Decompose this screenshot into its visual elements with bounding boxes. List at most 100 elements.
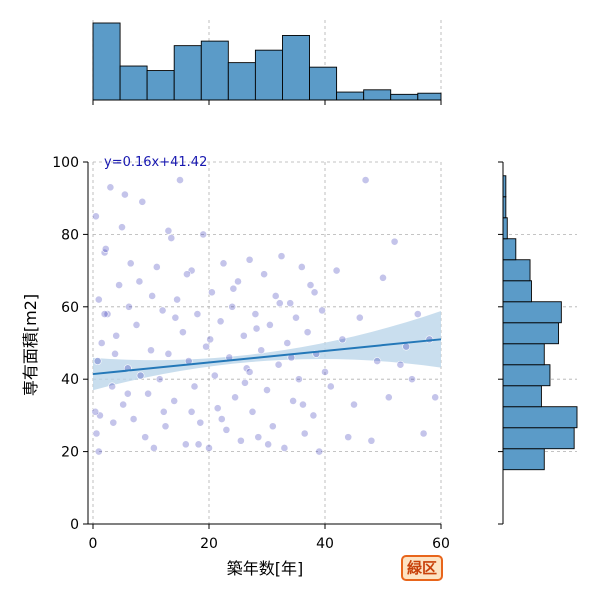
y-hist-bar bbox=[502, 364, 551, 387]
scatter-point bbox=[152, 263, 161, 271]
scatter-point bbox=[164, 349, 173, 358]
y-hist-bar bbox=[502, 301, 562, 324]
scatter-point bbox=[129, 415, 138, 423]
scatter-point bbox=[263, 386, 271, 394]
scatter-point bbox=[206, 335, 215, 344]
scatter-point bbox=[213, 404, 222, 413]
regression-equation: y=0.16x+41.42 bbox=[104, 155, 207, 170]
scatter-point bbox=[92, 429, 101, 438]
scatter-point bbox=[300, 429, 309, 438]
scatter-point bbox=[161, 422, 170, 431]
scatter-point bbox=[283, 339, 292, 347]
x-marginal-histogram bbox=[92, 20, 442, 105]
scatter-point bbox=[167, 234, 176, 242]
scatter-point bbox=[318, 306, 326, 315]
x-hist-bar bbox=[146, 70, 175, 101]
y-hist-bar bbox=[502, 259, 531, 282]
scatter-point bbox=[144, 389, 152, 398]
scatter-point bbox=[210, 371, 219, 380]
scatter-point bbox=[94, 447, 103, 456]
scatter-point bbox=[136, 371, 145, 380]
scatter-point bbox=[149, 444, 158, 452]
ward-badge: 緑区 bbox=[401, 555, 443, 581]
y-axis-label: 専有面積[m2] bbox=[21, 294, 40, 396]
scatter-point bbox=[297, 263, 306, 271]
scatter-point bbox=[228, 302, 237, 311]
y-tick-label: 0 bbox=[70, 517, 79, 533]
scatter-point bbox=[350, 400, 358, 409]
scatter-point bbox=[264, 440, 273, 449]
scatter-point bbox=[355, 313, 364, 322]
scatter-point bbox=[239, 331, 248, 340]
scatter-point bbox=[280, 444, 289, 452]
scatter-point bbox=[183, 270, 191, 279]
y-hist-bar bbox=[502, 343, 545, 366]
y-hist-bar bbox=[502, 385, 542, 408]
scatter-point bbox=[111, 349, 119, 358]
x-hist-bar bbox=[390, 93, 419, 101]
scatter-point bbox=[155, 375, 164, 384]
scatter-point bbox=[390, 237, 399, 246]
x-hist-bar bbox=[200, 40, 229, 101]
scatter-point bbox=[193, 310, 202, 318]
scatter-point bbox=[315, 447, 324, 456]
scatter-point bbox=[141, 433, 150, 442]
y-tick-label: 40 bbox=[61, 372, 79, 388]
scatter-point bbox=[431, 393, 440, 402]
scatter-point bbox=[251, 310, 260, 318]
y-marginal-histogram bbox=[498, 161, 578, 525]
y-hist-bar bbox=[502, 238, 517, 261]
scatter-point bbox=[132, 320, 141, 329]
scatter-point bbox=[126, 259, 135, 268]
scatter-point bbox=[196, 418, 205, 427]
scatter-point bbox=[158, 306, 167, 315]
scatter-point bbox=[207, 288, 216, 297]
scatter-point bbox=[205, 444, 213, 452]
x-hist-bar bbox=[282, 35, 310, 101]
scatter-point bbox=[135, 277, 144, 286]
scatter-point bbox=[234, 277, 242, 286]
scatter-point bbox=[159, 407, 168, 416]
x-hist-bar bbox=[92, 22, 121, 101]
scatter-point bbox=[303, 328, 312, 337]
scatter-point bbox=[402, 342, 411, 351]
scatter-point bbox=[344, 433, 353, 442]
scatter-point bbox=[367, 436, 376, 445]
scatter-point bbox=[119, 400, 128, 409]
scatter-point bbox=[373, 357, 382, 365]
scatter-point bbox=[338, 335, 347, 344]
scatter-point bbox=[93, 357, 102, 365]
scatter-point bbox=[306, 281, 315, 289]
y-tick-label: 20 bbox=[61, 445, 79, 461]
x-tick-label: 0 bbox=[89, 536, 98, 552]
scatter-point bbox=[245, 255, 254, 264]
scatter-point bbox=[217, 415, 226, 423]
scatter-plot-area: y=0.16x+41.42 0 20 40 60 0 20 40 60 80 100 bbox=[52, 155, 450, 552]
scatter-point bbox=[384, 393, 393, 402]
scatter-point bbox=[289, 397, 297, 405]
scatter-point bbox=[332, 266, 341, 275]
scatter-point bbox=[100, 310, 109, 318]
x-tick-label: 40 bbox=[316, 536, 334, 552]
scatter-point bbox=[265, 320, 274, 329]
scatter-point bbox=[254, 433, 263, 442]
scatter-point bbox=[106, 183, 115, 192]
x-hist-bar bbox=[254, 49, 283, 101]
scatter-point bbox=[125, 302, 133, 311]
scatter-point bbox=[260, 270, 268, 279]
scatter-point bbox=[178, 328, 187, 337]
y-hist-bar bbox=[502, 427, 575, 450]
regression-line bbox=[92, 338, 442, 376]
scatter-point bbox=[241, 378, 249, 387]
scatter-point bbox=[236, 436, 245, 445]
scatter-point bbox=[361, 176, 370, 184]
scatter-point bbox=[321, 368, 329, 376]
scatter-point bbox=[118, 223, 126, 232]
scatter-point bbox=[164, 226, 173, 235]
x-hist-bar bbox=[417, 92, 442, 101]
scatter-point bbox=[408, 375, 416, 384]
scatter-point bbox=[194, 440, 203, 449]
scatter-point bbox=[173, 295, 181, 304]
scatter-point bbox=[109, 418, 118, 427]
